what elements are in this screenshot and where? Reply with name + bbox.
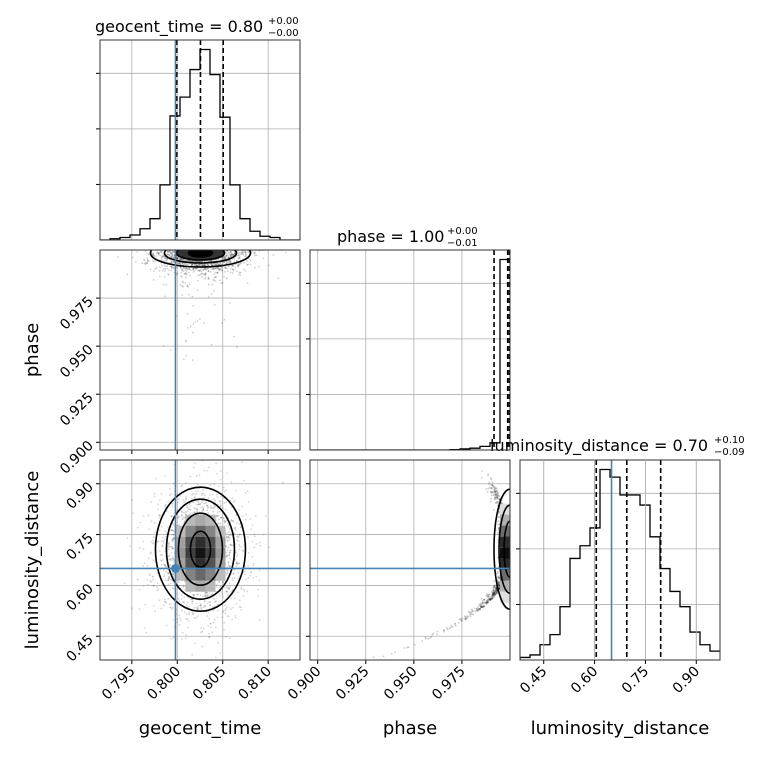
density-contour [503, 520, 510, 579]
histogram-bar [540, 645, 550, 660]
hist-frame [99, 39, 301, 241]
x-tick-label: 0.975 [429, 664, 469, 704]
x-tick-label: 0.75 [619, 664, 652, 697]
histogram-bar [650, 537, 660, 660]
title-phase-plus: +0.00 [447, 226, 478, 237]
histogram-step-line [520, 468, 720, 660]
title-luminosity-distance-minus: −0.09 [714, 447, 745, 458]
x-tick-label: 0.805 [190, 664, 230, 704]
title-phase: phase = 1.00 [337, 227, 444, 246]
density-contour [187, 250, 214, 258]
scatter-panel-geocent-time-luminosity-distance: 0.795 0.800 0.805 0.810 0.45 0.60 0.75 0.90 [63, 459, 301, 704]
x-tick-label: 0.900 [285, 664, 325, 704]
density-contour [189, 530, 212, 569]
histogram-bar [150, 219, 160, 240]
sample-points [372, 469, 510, 659]
histogram-step-line [100, 48, 300, 240]
density-contour [493, 488, 510, 611]
y-tick-label: 0.950 [57, 342, 97, 382]
histogram-bar [250, 231, 260, 240]
histogram-bar [640, 505, 650, 660]
histogram-bar [590, 528, 600, 660]
histogram-step-line [310, 258, 510, 450]
histogram-bar [550, 635, 560, 660]
histogram-bar [230, 185, 240, 240]
x-tick-label: 0.950 [381, 664, 421, 704]
histogram-bar [680, 607, 690, 660]
histogram-bar [560, 607, 570, 660]
x-tick-label: 0.795 [99, 664, 139, 704]
x-tick-label: 0.925 [333, 664, 373, 704]
x-tick-label: 0.90 [670, 664, 703, 697]
density-contour [149, 250, 252, 268]
histogram-bar [210, 75, 220, 240]
truth-marker [170, 563, 180, 573]
histogram-bar [710, 651, 720, 660]
histogram-bar [240, 219, 250, 240]
hist-frame [519, 459, 721, 661]
xlabel-luminosity-distance: luminosity_distance [531, 718, 710, 739]
scatter-frame [309, 459, 511, 661]
title-phase-minus: −0.01 [447, 238, 478, 249]
histogram-bar [500, 260, 510, 450]
hist-panel-geocent-time [96, 39, 301, 241]
histogram-bar [630, 495, 640, 660]
histogram-bar [690, 632, 700, 660]
y-tick-label: 0.925 [57, 390, 97, 430]
histogram-bar [180, 97, 190, 240]
xlabel-phase: phase [383, 718, 437, 739]
hist-frame [309, 249, 511, 451]
density-contour [498, 504, 510, 595]
hist-panel-phase [306, 249, 511, 451]
x-tick-label: 0.45 [517, 664, 550, 697]
histogram-bar [530, 655, 540, 660]
y-tick-label: 0.90 [63, 479, 96, 512]
title-luminosity-distance-plus: +0.10 [714, 435, 745, 446]
histogram-bar [670, 591, 680, 660]
sample-points [117, 250, 287, 362]
scatter-panel-phase-luminosity-distance: 0.900 0.925 0.950 0.975 [285, 459, 511, 704]
density-contour [154, 486, 247, 613]
scatter-frame [99, 249, 301, 451]
histogram-bar [160, 185, 170, 240]
hist-panel-luminosity-distance: 0.45 0.60 0.75 0.90 [516, 459, 721, 697]
histogram-bar [700, 645, 710, 660]
histogram-bar [200, 50, 210, 240]
y-tick-label: 0.900 [57, 438, 97, 478]
y-tick-label: 0.975 [57, 294, 97, 334]
ylabel-luminosity-distance: luminosity_distance [22, 471, 43, 650]
histogram-bar [620, 495, 630, 660]
scatter-frame [99, 459, 301, 661]
histogram-bar [190, 70, 200, 240]
ylabel-phase: phase [22, 323, 43, 377]
histogram-bar [140, 229, 150, 240]
x-tick-label: 0.810 [235, 664, 275, 704]
density-contour [165, 498, 236, 601]
title-geocent-time-minus: −0.00 [268, 28, 299, 39]
xlabel-geocent-time: geocent_time [139, 718, 262, 739]
histogram-bar [600, 470, 610, 660]
title-luminosity-distance: luminosity_distance = 0.70 [490, 436, 708, 456]
density-contour [177, 512, 224, 587]
histogram-bar [660, 569, 670, 660]
title-geocent-time-plus: +0.00 [268, 16, 299, 27]
density-contour [163, 250, 238, 264]
x-tick-label: 0.800 [144, 664, 184, 704]
scatter-panel-geocent-time-phase: 0.900 0.925 0.950 0.975 [57, 249, 301, 478]
y-tick-label: 0.45 [63, 632, 96, 665]
title-geocent-time: geocent_time = 0.80 [95, 17, 263, 37]
y-tick-label: 0.75 [63, 530, 96, 563]
histogram-bar [570, 558, 580, 660]
histogram-bar [220, 117, 230, 240]
histogram-bar [580, 546, 590, 660]
x-tick-label: 0.60 [568, 664, 601, 697]
y-tick-label: 0.60 [63, 581, 96, 614]
